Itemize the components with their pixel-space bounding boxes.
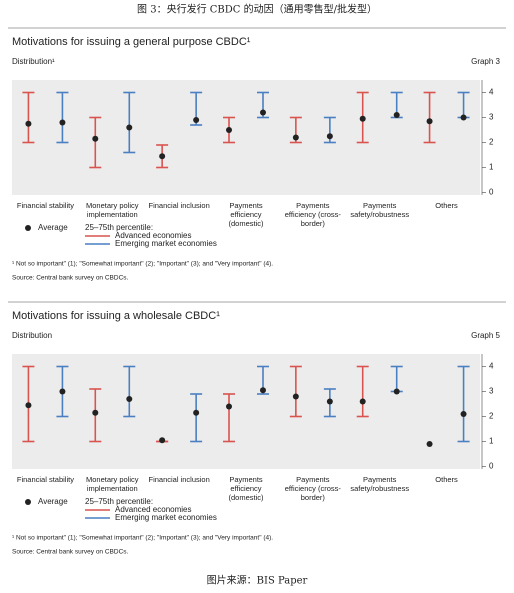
chart-title: Motivations for issuing a general purpos… [12,36,251,48]
average-dot [260,109,266,116]
footnote: ¹ Not so important" (1); "Somewhat impor… [12,535,273,542]
footer-caption: 图片来源：BIS Paper [207,574,308,587]
average-dot [426,118,433,125]
average-dot [326,133,333,140]
x-tick-label: Monetary policy implementation [86,201,139,219]
y-tick-label: 4 [489,88,494,97]
average-dot [460,411,467,417]
y-tick-label: 2 [489,138,494,147]
chart-title: Motivations for issuing a wholesale CBDC… [12,310,220,322]
legend-label: Emerging market economies [115,513,217,522]
average-dot [426,441,433,447]
y-tick-label: 0 [489,188,494,197]
x-tick-label: Payments safety/robustness [350,201,410,219]
legend-range: 25–75th percentile: [85,223,153,232]
subtitle: Distribution¹ [12,57,55,66]
error-bar [423,91,436,144]
x-tick-label: Financial stability [16,475,74,484]
error-bar [289,365,302,418]
subtitle: Distribution [12,331,52,340]
x-tick-label: Payments efficiency (domestic) [228,201,264,228]
average-dot [193,117,200,123]
average-dot [25,120,32,127]
average-dot [460,114,467,121]
average-dot [393,388,400,395]
average-dot [226,403,232,410]
error-bar [89,116,102,169]
average-dot [260,387,266,394]
x-tick-label: Payments safety/robustness [350,475,410,493]
graph-label: Graph 3 [471,57,500,66]
error-bar [223,393,235,443]
average-dot [159,437,166,444]
y-tick-label: 1 [489,163,494,172]
legend-label: Emerging market economies [115,239,217,248]
average-dot [59,119,66,126]
x-tick-label: Financial stability [16,201,74,210]
average-dot [292,134,299,141]
legend-dot [25,499,31,505]
y-tick-label: 3 [489,387,494,396]
error-bar [356,365,369,418]
average-dot [193,409,200,416]
legend-dot [25,225,31,231]
header-caption: 图 3：央行发行 CBDC 的动因（通用零售型/批发型） [137,3,377,16]
legend-range: 25–75th percentile: [85,497,153,506]
average-dot [326,398,333,405]
average-dot [359,398,366,405]
average-dot [92,135,99,142]
error-bar [123,365,136,418]
x-tick-label: Others [435,475,458,484]
average-dot [359,115,366,122]
y-tick-label: 0 [489,462,494,471]
footnote: ¹ Not so important" (1); "Somewhat impor… [12,261,273,268]
average-dot [25,402,32,409]
average-dot [92,409,99,416]
average-dot [126,124,133,131]
x-tick-label: Payments efficiency (cross-border) [284,201,341,228]
average-dot [59,388,66,395]
average-dot [226,127,232,133]
error-bar [457,365,470,443]
source: Source: Central bank survey on CBDCs. [12,275,129,282]
legend-label: Advanced economies [115,505,192,514]
plot-background [12,80,480,195]
x-tick-label: Financial inclusion [148,475,210,484]
x-tick-label: Payments efficiency (domestic) [228,475,264,502]
average-dot [393,112,400,118]
average-dot [159,153,166,160]
x-tick-label: Financial inclusion [148,201,210,210]
error-bar [22,91,35,144]
source: Source: Central bank survey on CBDCs. [12,549,129,556]
plot-background [12,354,480,469]
error-bar [56,91,69,144]
y-tick-label: 2 [489,412,494,421]
y-tick-label: 4 [489,362,494,371]
x-tick-label: Monetary policy implementation [86,475,139,493]
error-bar [123,91,136,154]
graph-label: Graph 5 [471,331,500,340]
error-bar [190,393,203,443]
average-dot [292,393,299,400]
legend-label: Advanced economies [115,231,192,240]
y-tick-label: 3 [489,113,494,122]
y-tick-label: 1 [489,437,494,446]
x-tick-label: Payments efficiency (cross-border) [284,475,341,502]
legend-average: Average [38,223,68,232]
x-tick-label: Others [435,201,458,210]
average-dot [126,396,133,402]
legend-average: Average [38,497,68,506]
